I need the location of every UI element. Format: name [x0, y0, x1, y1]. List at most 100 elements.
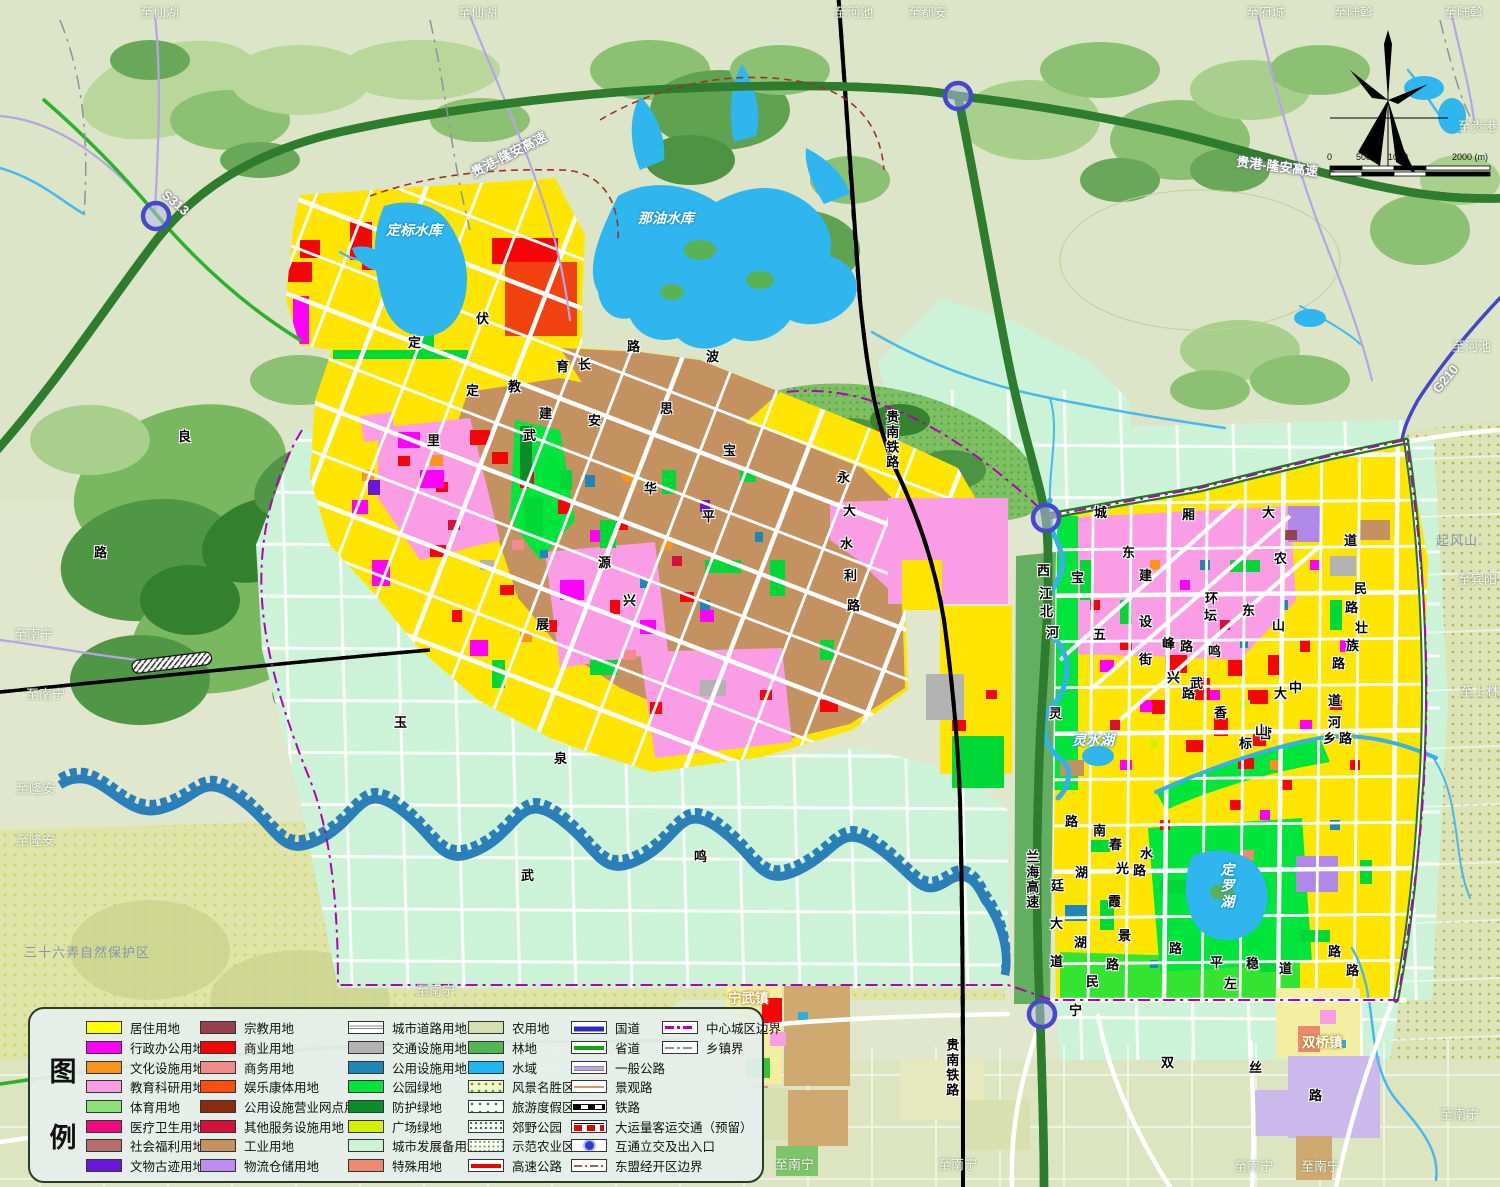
- legend-label: 其他服务设施用地: [244, 1120, 345, 1135]
- legend-item: 省道: [571, 1038, 753, 1058]
- legend-label: 行政办公用地: [130, 1042, 206, 1057]
- legend-swatch-swatch: [468, 1021, 504, 1035]
- legend-item: 景观路: [571, 1077, 753, 1097]
- legend-item: 国道: [571, 1018, 753, 1038]
- transit-reserve-symbol: [131, 651, 213, 674]
- scale-tick: 1000: [1388, 152, 1409, 162]
- legend-swatch-swatch: [348, 1100, 384, 1114]
- legend-label: 省道: [615, 1042, 641, 1057]
- legend-column-1: 居住用地 行政办公用地 文化设施用地 教育科研用地 体育用地 医疗卫生用地 社会福利用地 文物…: [86, 1018, 205, 1176]
- interchange-symbols: [140, 80, 1062, 1030]
- legend-swatch-swatch: [348, 1060, 384, 1074]
- legend-swatch-swatch: [200, 1119, 236, 1133]
- legend-label: 农用地: [512, 1022, 550, 1037]
- legend-swatch-swatch: [86, 1080, 122, 1094]
- legend-item: 公园绿地: [348, 1077, 480, 1097]
- legend-swatch-swatch: [86, 1100, 122, 1114]
- legend-item: 乡镇界: [662, 1038, 781, 1058]
- legend-label: 东盟经开区边界: [615, 1160, 703, 1175]
- legend-swatch-swatch: [348, 1041, 384, 1055]
- legend-label: 公园绿地: [392, 1081, 443, 1096]
- legend-label: 防护绿地: [392, 1101, 443, 1116]
- legend-item: 高速公路: [468, 1156, 575, 1176]
- legend-swatch-swatch: [200, 1139, 236, 1153]
- legend-item: 广场绿地: [348, 1116, 480, 1136]
- legend-label: 林地: [512, 1042, 538, 1057]
- legend-column-3: 城市道路用地 交通设施用地 公用设施用地 公园绿地 防护绿地 广场绿地 城市发展备用地 特殊用…: [348, 1018, 480, 1176]
- legend-item: 行政办公用地: [86, 1038, 205, 1058]
- legend-swatch-swatch: [200, 1159, 236, 1173]
- legend-title: 图 例: [49, 1057, 77, 1153]
- legend-item: 郊野公园: [468, 1116, 575, 1136]
- legend-item: 防护绿地: [348, 1097, 480, 1117]
- legend-swatch-line-provincial: [571, 1041, 607, 1055]
- legend-item: 居住用地: [86, 1018, 205, 1038]
- legend-item: 文化设施用地: [86, 1057, 205, 1077]
- legend-item: 城市发展备用地: [348, 1136, 480, 1156]
- legend-swatch-swatch: [86, 1139, 122, 1153]
- legend-label: 互通立交及出入口: [615, 1140, 716, 1155]
- legend-item: 其他服务设施用地: [200, 1116, 369, 1136]
- legend-label: 旅游度假区: [512, 1101, 575, 1116]
- legend-item: 体育用地: [86, 1097, 205, 1117]
- legend-swatch-swatch: [468, 1060, 504, 1074]
- legend-column-6: 中心城区边界 乡镇界: [662, 1018, 781, 1057]
- legend-swatch-swatch: [86, 1021, 122, 1035]
- legend-item: 文物古迹用地: [86, 1156, 205, 1176]
- legend-swatch-swatch: [348, 1139, 384, 1153]
- west-city: [286, 178, 988, 772]
- legend-label: 体育用地: [130, 1101, 181, 1116]
- legend-swatch-line-transit: [571, 1119, 607, 1133]
- legend-swatch-line-asean: [571, 1159, 607, 1173]
- legend-label: 娱乐康体用地: [244, 1081, 320, 1096]
- legend-label: 大运量客运交通（预留）: [615, 1120, 753, 1135]
- legend-swatch-roadland: [348, 1021, 384, 1035]
- legend-item: 城市道路用地: [348, 1018, 480, 1038]
- legend-swatch-sym-interchange: [571, 1139, 607, 1153]
- legend-label: 高速公路: [512, 1160, 563, 1175]
- legend-label: 医疗卫生用地: [130, 1120, 206, 1135]
- scale-tick: 0: [1327, 152, 1333, 162]
- legend-item: 工业用地: [200, 1136, 369, 1156]
- legend-item: 铁路: [571, 1097, 753, 1117]
- legend-label: 宗教用地: [244, 1022, 295, 1037]
- legend-label: 中心城区边界: [706, 1022, 782, 1037]
- legend-label: 景观路: [615, 1081, 653, 1096]
- railway-layer: [0, 0, 966, 1187]
- legend-label: 城市道路用地: [392, 1022, 468, 1037]
- legend-swatch-line-general: [571, 1060, 607, 1074]
- legend-item: 大运量客运交通（预留）: [571, 1116, 753, 1136]
- legend-label: 风景名胜区: [512, 1081, 575, 1096]
- legend-label: 水域: [512, 1061, 538, 1076]
- legend-item: 林地: [468, 1038, 575, 1058]
- legend-item: 商务用地: [200, 1057, 369, 1077]
- scale-tick: 500: [1356, 152, 1372, 162]
- legend-column-2: 宗教用地 商业用地 商务用地 娱乐康体用地 公用设施营业网点用地 其他服务设施用地 工业用地…: [200, 1018, 369, 1176]
- legend-swatch-line-national: [571, 1021, 607, 1035]
- legend-label: 教育科研用地: [130, 1081, 206, 1096]
- legend-label: 国道: [615, 1022, 641, 1037]
- legend-label: 公用设施用地: [392, 1061, 468, 1076]
- legend-item: 示范农业区: [468, 1136, 575, 1156]
- legend-label: 一般公路: [615, 1061, 666, 1076]
- legend-item: 教育科研用地: [86, 1077, 205, 1097]
- legend-swatch-swatch: [200, 1100, 236, 1114]
- legend-item: 农用地: [468, 1018, 575, 1038]
- legend-item: 公用设施用地: [348, 1057, 480, 1077]
- legend-swatch-swatch: [200, 1041, 236, 1055]
- boundary-layer: [59, 19, 1475, 1001]
- legend-label: 公用设施营业网点用地: [244, 1101, 370, 1116]
- legend-item: 医疗卫生用地: [86, 1116, 205, 1136]
- legend-label: 文化设施用地: [130, 1061, 206, 1076]
- legend-swatch-line-rail: [571, 1100, 607, 1114]
- legend-swatch-pat-agri: [468, 1139, 504, 1153]
- legend-label: 郊野公园: [512, 1120, 563, 1135]
- legend-label: 交通设施用地: [392, 1042, 468, 1057]
- legend-label: 铁路: [615, 1101, 641, 1116]
- legend-item: 公用设施营业网点用地: [200, 1097, 369, 1117]
- scale-tick: 2000 (m): [1452, 152, 1489, 162]
- legend-label: 文物古迹用地: [130, 1160, 206, 1175]
- legend-swatch-line-expwy: [468, 1159, 504, 1173]
- legend-swatch-swatch: [86, 1041, 122, 1055]
